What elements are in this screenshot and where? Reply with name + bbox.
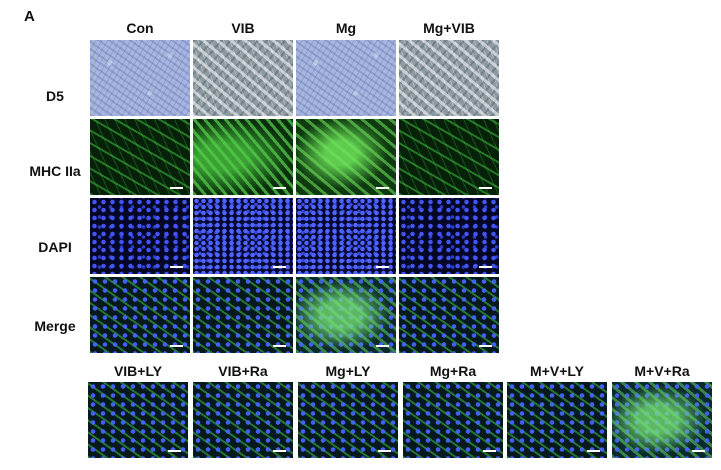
- row-label-d5: D5: [46, 88, 64, 104]
- micrograph-m-v-ly: [507, 382, 607, 458]
- scale-bar: [273, 266, 286, 268]
- micrograph-merge-con: [90, 277, 190, 353]
- micrograph-m-v-ra: [612, 382, 712, 458]
- bottom-label-m-v-ra: M+V+Ra: [634, 363, 690, 379]
- scale-bar: [587, 450, 600, 452]
- micrograph-mhc-mg-vib: [399, 119, 499, 195]
- micrograph-vib-ra: [193, 382, 293, 458]
- micrograph-mg-ly: [298, 382, 398, 458]
- scale-bar: [376, 266, 389, 268]
- scale-bar: [170, 266, 183, 268]
- micrograph-mhc-mg: [296, 119, 396, 195]
- bottom-label-vib-ly: VIB+LY: [113, 363, 163, 379]
- scale-bar: [168, 450, 181, 452]
- scale-bar: [170, 187, 183, 189]
- row-label-mhc-iia: MHC IIa: [29, 163, 81, 179]
- micrograph-d5-mg-vib: [399, 40, 499, 116]
- bottom-label-vib-ra: VIB+Ra: [218, 363, 268, 379]
- micrograph-merge-vib: [193, 277, 293, 353]
- micrograph-merge-mg: [296, 277, 396, 353]
- scale-bar: [692, 450, 705, 452]
- scale-bar: [273, 450, 286, 452]
- column-label-vib: VIB: [231, 20, 255, 36]
- column-label-mg: Mg: [335, 20, 357, 36]
- micrograph-dapi-vib: [193, 198, 293, 274]
- micrograph-merge-mg-vib: [399, 277, 499, 353]
- scale-bar: [479, 266, 492, 268]
- scale-bar: [376, 345, 389, 347]
- scale-bar: [273, 187, 286, 189]
- micrograph-mhc-con: [90, 119, 190, 195]
- bottom-label-mg-ra: Mg+Ra: [429, 363, 477, 379]
- panel-letter: A: [24, 8, 35, 25]
- micrograph-dapi-con: [90, 198, 190, 274]
- scale-bar: [479, 345, 492, 347]
- scale-bar: [376, 187, 389, 189]
- bottom-label-m-v-ly: M+V+LY: [530, 363, 584, 379]
- micrograph-mhc-vib: [193, 119, 293, 195]
- scale-bar: [483, 450, 496, 452]
- column-label-mg-vib: Mg+VIB: [423, 20, 475, 36]
- scale-bar: [378, 450, 391, 452]
- micrograph-dapi-mg-vib: [399, 198, 499, 274]
- scale-bar: [479, 187, 492, 189]
- column-label-con: Con: [126, 20, 154, 36]
- micrograph-mg-ra: [403, 382, 503, 458]
- row-label-dapi: DAPI: [38, 239, 72, 255]
- micrograph-d5-vib: [193, 40, 293, 116]
- micrograph-vib-ly: [88, 382, 188, 458]
- micrograph-d5-mg: [296, 40, 396, 116]
- row-label-merge: Merge: [34, 318, 76, 334]
- bottom-label-mg-ly: Mg+LY: [325, 363, 371, 379]
- micrograph-d5-con: [90, 40, 190, 116]
- micrograph-dapi-mg: [296, 198, 396, 274]
- scale-bar: [273, 345, 286, 347]
- scale-bar: [170, 345, 183, 347]
